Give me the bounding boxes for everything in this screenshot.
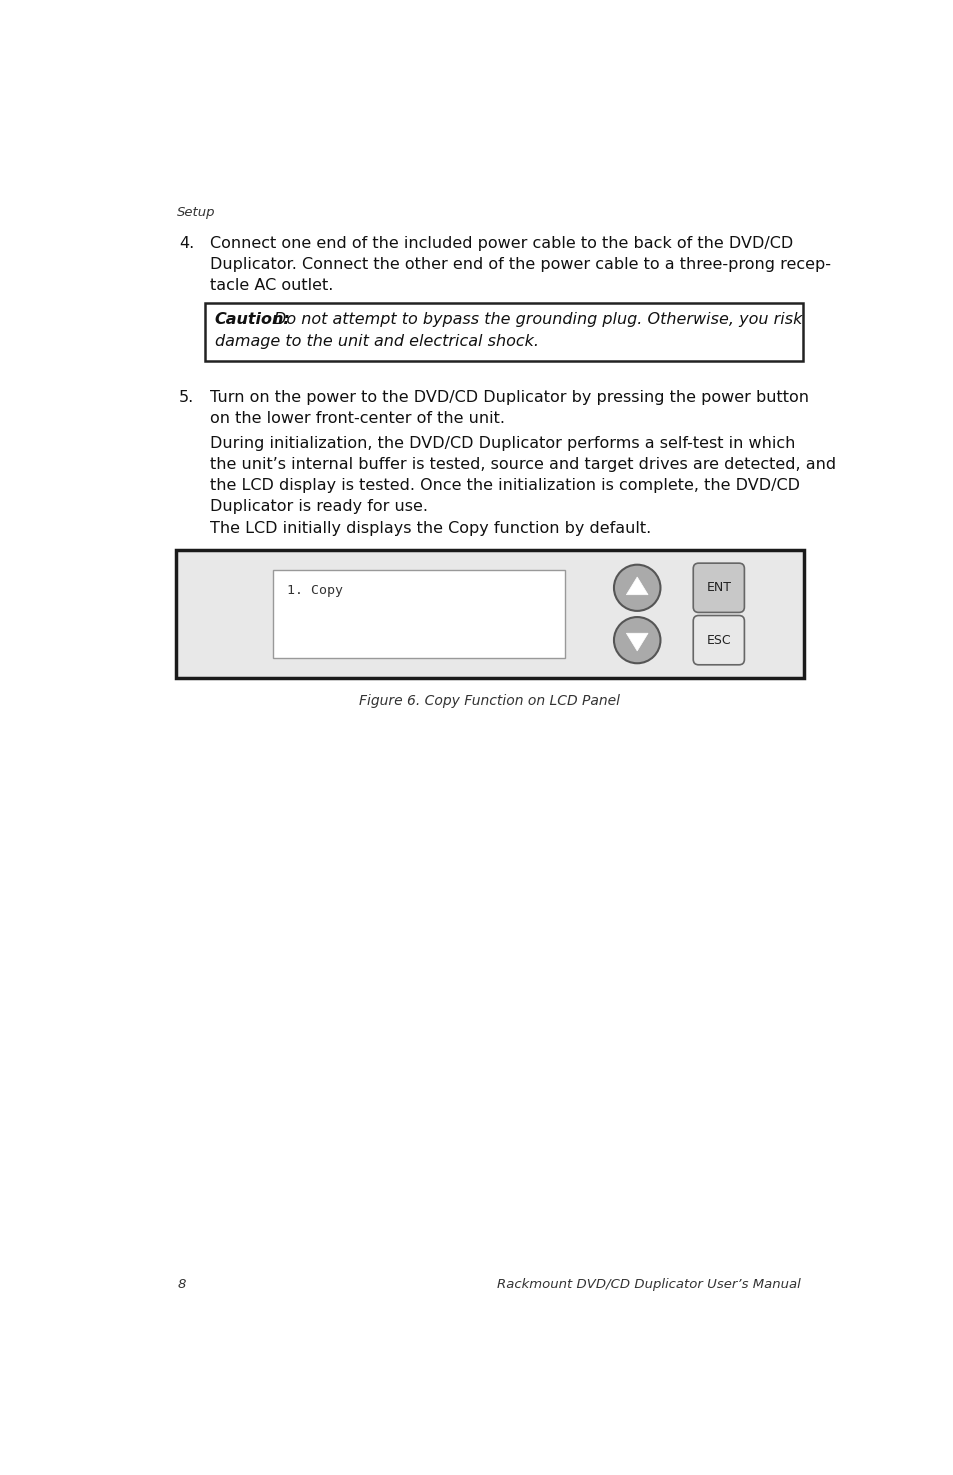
Text: Rackmount DVD/CD Duplicator User’s Manual: Rackmount DVD/CD Duplicator User’s Manua… — [497, 1279, 800, 1291]
Text: 1. Copy: 1. Copy — [287, 584, 343, 596]
Text: Connect one end of the included power cable to the back of the DVD/CD
Duplicator: Connect one end of the included power ca… — [210, 236, 830, 292]
FancyBboxPatch shape — [693, 563, 743, 612]
Text: During initialization, the DVD/CD Duplicator performs a self-test in which
the u: During initialization, the DVD/CD Duplic… — [210, 437, 835, 515]
Text: 4.: 4. — [179, 236, 194, 251]
Polygon shape — [626, 577, 647, 594]
Text: ENT: ENT — [705, 581, 731, 594]
Text: Turn on the power to the DVD/CD Duplicator by pressing the power button
on the l: Turn on the power to the DVD/CD Duplicat… — [210, 391, 808, 426]
Polygon shape — [626, 633, 647, 650]
FancyBboxPatch shape — [273, 569, 564, 658]
Text: ESC: ESC — [706, 634, 730, 646]
Text: Caution:: Caution: — [214, 311, 290, 327]
Text: 8: 8 — [177, 1279, 186, 1291]
Text: The LCD initially displays the Copy function by default.: The LCD initially displays the Copy func… — [210, 521, 651, 537]
FancyBboxPatch shape — [693, 615, 743, 665]
Text: Setup: Setup — [177, 207, 215, 220]
Text: 5.: 5. — [179, 391, 194, 406]
Text: Do not attempt to bypass the grounding plug. Otherwise, you risk: Do not attempt to bypass the grounding p… — [274, 311, 801, 327]
Circle shape — [614, 617, 659, 664]
FancyBboxPatch shape — [175, 550, 802, 677]
Circle shape — [614, 565, 659, 611]
Text: Figure 6. Copy Function on LCD Panel: Figure 6. Copy Function on LCD Panel — [359, 695, 619, 708]
FancyBboxPatch shape — [205, 304, 802, 361]
Text: damage to the unit and electrical shock.: damage to the unit and electrical shock. — [214, 333, 538, 350]
